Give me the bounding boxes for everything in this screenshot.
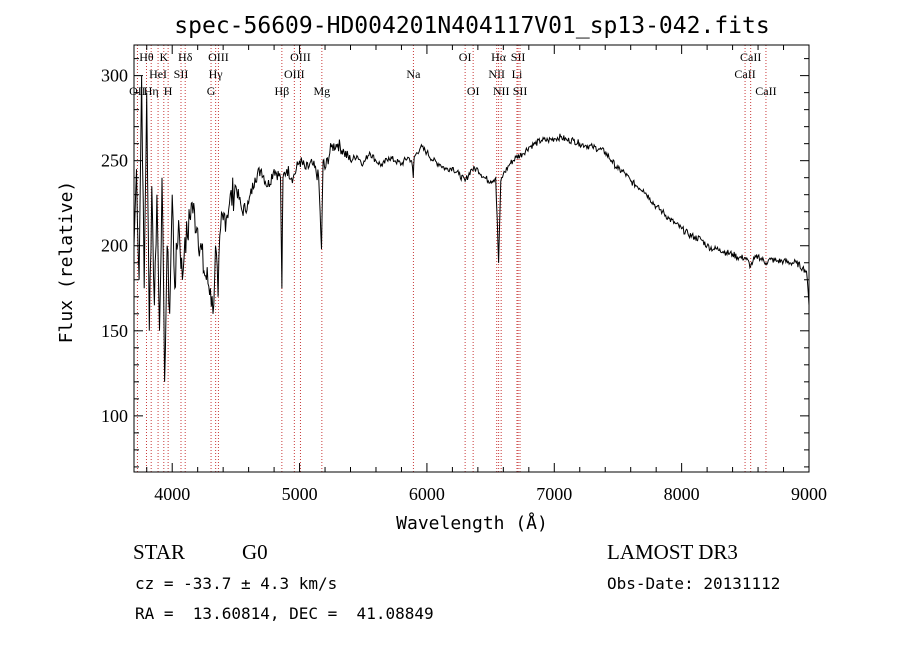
x-tick-label: 9000: [791, 484, 827, 504]
x-tick-label: 5000: [282, 484, 318, 504]
spectral-line-label: SII: [174, 67, 189, 81]
spectral-line-label: Na: [406, 67, 421, 81]
spectral-line-label: OIII: [290, 50, 311, 64]
spectral-line-label: SII: [511, 50, 526, 64]
spectral-line-label: Hα: [491, 50, 507, 64]
spectral-line-label: NII: [493, 84, 510, 98]
spectral-line-label: CaII: [755, 84, 776, 98]
coordinates: RA = 13.60814, DEC = 41.08849: [135, 604, 434, 623]
plot-frame: [133, 44, 810, 473]
object-class: STAR: [133, 540, 185, 564]
x-tick-label: 8000: [664, 484, 700, 504]
spectrum-series-line: [133, 75, 810, 382]
x-tick-label: 6000: [409, 484, 445, 504]
spectral-line-label: SII: [513, 84, 528, 98]
spectral-line-label: OI: [459, 50, 472, 64]
y-tick-label: 200: [101, 236, 128, 256]
spectral-line-label: Hβ: [274, 84, 289, 98]
spectral-line-label: NII: [488, 67, 505, 81]
x-axis-label: Wavelength (Å): [396, 512, 548, 534]
y-tick-label: 150: [101, 321, 128, 341]
y-axis-label: Flux (relative): [56, 181, 77, 344]
spectral-line-label: Li: [512, 67, 523, 81]
spectral-line-label: Hδ: [178, 50, 193, 64]
spectral-line-label: OIII: [208, 50, 229, 64]
survey-name: LAMOST DR3: [607, 540, 738, 564]
spectral-line-label: CaII: [734, 67, 755, 81]
spectral-line-label: G: [207, 84, 216, 98]
spectral-line-label: K: [159, 50, 168, 64]
spectral-line-label: Hθ: [139, 50, 154, 64]
y-tick-label: 250: [101, 151, 128, 171]
observation-date: Obs-Date: 20131112: [607, 574, 781, 593]
spectral-line-label: H: [164, 84, 173, 98]
y-tick-label: 300: [101, 66, 128, 86]
object-subclass: G0: [242, 540, 268, 564]
spectral-line-label: CaII: [740, 50, 761, 64]
spectral-line-label: Hη: [144, 84, 159, 98]
redshift-velocity: cz = -33.7 ± 4.3 km/s: [135, 574, 338, 593]
y-tick-label: 100: [101, 406, 128, 426]
spectral-line-label: HeI: [149, 67, 167, 81]
spectral-line-label: Hγ: [209, 67, 224, 81]
spectral-line-label: OIII: [284, 67, 305, 81]
x-tick-label: 7000: [536, 484, 572, 504]
spectral-line-label: OI: [467, 84, 480, 98]
chart-title: spec-56609-HD004201N404117V01_sp13-042.f…: [174, 13, 769, 39]
x-tick-label: 4000: [154, 484, 190, 504]
spectral-line-label: Mg: [314, 84, 331, 98]
